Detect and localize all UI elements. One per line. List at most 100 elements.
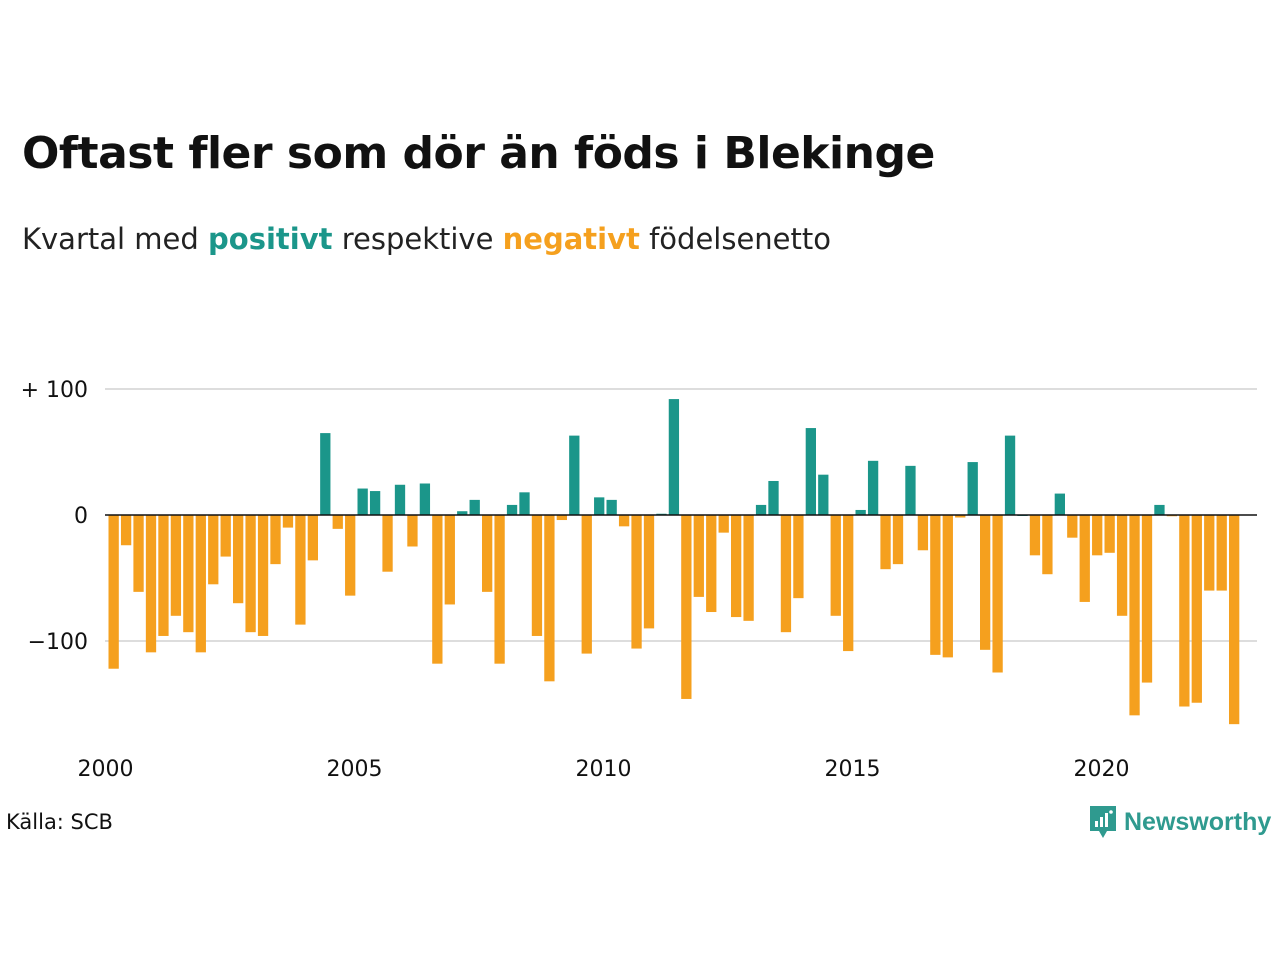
- bar-chart: + 100 0 −100 2000 2005 2010 2015 2020: [21, 378, 1257, 782]
- bar: [482, 515, 493, 592]
- bar: [133, 515, 144, 592]
- bar: [432, 515, 443, 664]
- bar: [1029, 515, 1041, 556]
- subtitle-prefix: Kvartal med: [22, 222, 209, 256]
- bar: [1179, 515, 1190, 707]
- bar: [843, 515, 854, 652]
- bar: [531, 515, 543, 636]
- subtitle-negative-word: negativt: [502, 222, 640, 256]
- bar: [731, 515, 742, 618]
- bar: [233, 515, 244, 604]
- bar: [1092, 515, 1103, 556]
- bar: [1042, 515, 1053, 575]
- bar: [519, 492, 530, 515]
- bar: [195, 515, 206, 653]
- bar: [1067, 515, 1078, 538]
- bar: [419, 483, 431, 515]
- x-tick-label: 2020: [1074, 757, 1130, 782]
- bar: [1116, 515, 1128, 616]
- bar: [793, 515, 804, 599]
- brand-logo: Newsworthy: [1088, 803, 1271, 841]
- bar: [718, 515, 729, 533]
- bar: [1141, 515, 1153, 683]
- bar: [1129, 515, 1140, 716]
- bar: [1054, 493, 1065, 515]
- bar: [183, 515, 194, 633]
- subtitle-middle: respektive: [332, 222, 503, 256]
- bar: [942, 515, 953, 658]
- bar: [245, 515, 256, 633]
- bar: [743, 515, 754, 621]
- bar: [556, 515, 567, 521]
- source-label: Källa: SCB: [6, 810, 113, 834]
- bar: [257, 515, 269, 636]
- bar: [506, 504, 518, 515]
- bar: [320, 433, 331, 515]
- bar: [780, 515, 792, 633]
- subtitle-suffix: födelsenetto: [639, 222, 831, 256]
- bar: [955, 515, 966, 518]
- bar: [618, 515, 630, 527]
- bar: [270, 515, 281, 565]
- bar: [307, 515, 318, 561]
- bar: [170, 515, 182, 616]
- bar: [145, 515, 157, 653]
- subtitle-positive-word: positivt: [208, 222, 333, 256]
- bar: [295, 515, 306, 625]
- bar: [1004, 435, 1016, 515]
- bar: [805, 428, 816, 515]
- bar: [1154, 504, 1165, 515]
- bar: [469, 499, 480, 515]
- bar: [1104, 515, 1115, 553]
- bar: [980, 515, 991, 650]
- bar: [357, 488, 368, 515]
- newsworthy-logo-icon: [1090, 806, 1116, 838]
- chart-subtitle: Kvartal med positivt respektive negativt…: [22, 222, 831, 256]
- y-tick-label: + 100: [21, 378, 88, 403]
- bar: [693, 515, 704, 597]
- bar: [282, 515, 294, 528]
- bar: [594, 497, 605, 515]
- bar: [930, 515, 941, 655]
- bar: [905, 465, 916, 515]
- x-tick-label: 2005: [327, 757, 383, 782]
- bar: [1216, 515, 1227, 591]
- y-tick-label: −100: [28, 630, 88, 655]
- bar: [606, 499, 617, 515]
- chart-title: Oftast fler som dör än föds i Blekinge: [22, 128, 935, 179]
- bar: [643, 515, 655, 629]
- bar: [681, 515, 692, 699]
- bar: [120, 515, 132, 546]
- bar: [581, 515, 592, 654]
- bar: [755, 504, 767, 515]
- bar: [457, 511, 468, 515]
- bar: [818, 474, 829, 515]
- bar: [544, 515, 555, 682]
- bar: [1079, 515, 1090, 602]
- bar: [220, 515, 231, 557]
- bar: [992, 515, 1003, 673]
- x-tick-label: 2000: [78, 757, 134, 782]
- bar: [867, 460, 879, 515]
- bar: [1229, 515, 1240, 725]
- bar: [855, 509, 866, 515]
- bar: [394, 484, 406, 515]
- bar: [208, 515, 219, 585]
- bar: [892, 515, 904, 565]
- bar: [494, 515, 505, 664]
- y-tick-label: 0: [74, 504, 88, 529]
- brand-name: Newsworthy: [1124, 807, 1272, 836]
- bar: [108, 515, 119, 669]
- bar: [444, 515, 455, 605]
- bar: [382, 515, 393, 572]
- bar: [768, 480, 779, 515]
- bar: [1191, 515, 1202, 703]
- bar: [631, 515, 642, 649]
- bar: [569, 435, 580, 515]
- bar: [369, 491, 381, 515]
- bar: [706, 515, 717, 613]
- bar: [967, 462, 978, 515]
- bar: [917, 515, 929, 551]
- bar: [1204, 515, 1215, 591]
- bar: [158, 515, 169, 636]
